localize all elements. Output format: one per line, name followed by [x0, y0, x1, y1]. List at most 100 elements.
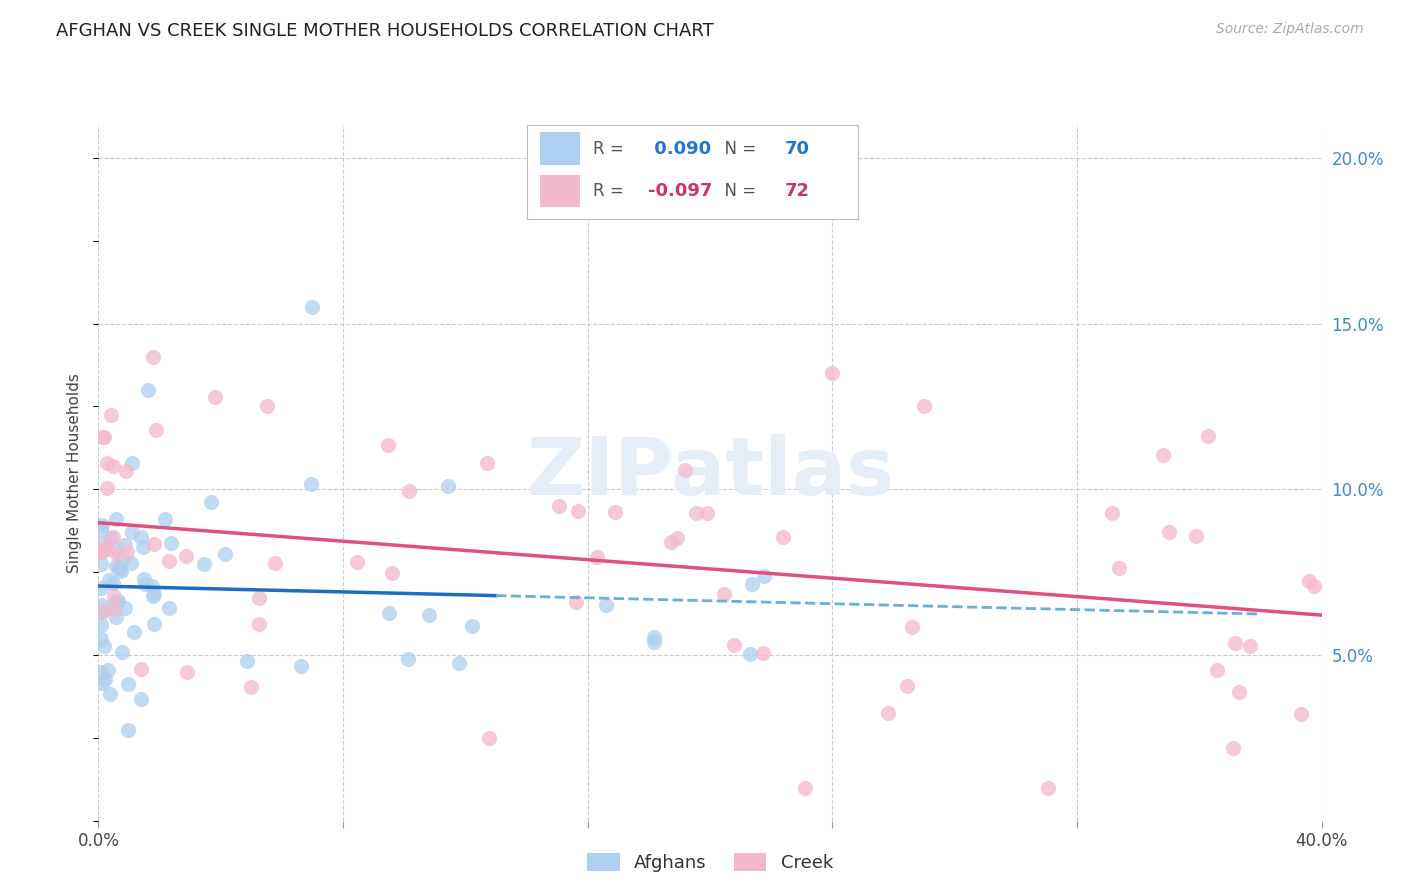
- Point: [143, 617, 166, 632]
- Point: [90, 598, 112, 612]
- Point: [142, 536, 165, 550]
- Point: [90, 618, 112, 632]
- Point: [346, 556, 368, 570]
- Point: [91, 542, 114, 557]
- Point: [1206, 663, 1229, 677]
- Point: [96, 481, 118, 495]
- Point: [1298, 574, 1320, 588]
- Point: [108, 561, 131, 575]
- Point: [741, 577, 763, 591]
- Point: [1222, 741, 1244, 756]
- Point: [256, 400, 278, 414]
- Point: [94, 673, 117, 687]
- Point: [713, 587, 735, 601]
- Text: ZIPatlas: ZIPatlas: [526, 434, 894, 512]
- Point: [103, 601, 125, 615]
- Point: [418, 608, 440, 623]
- Point: [896, 679, 918, 693]
- Text: 72: 72: [785, 182, 810, 200]
- Point: [643, 634, 665, 648]
- Point: [142, 350, 165, 364]
- Point: [134, 577, 156, 591]
- Point: [105, 547, 128, 561]
- Point: [1038, 780, 1060, 795]
- Point: [121, 524, 143, 539]
- Point: [101, 530, 124, 544]
- Point: [101, 597, 124, 611]
- Point: [90, 522, 112, 536]
- Point: [193, 557, 215, 571]
- Point: [131, 530, 153, 544]
- Point: [93, 429, 115, 443]
- Point: [461, 619, 484, 633]
- Point: [821, 367, 844, 381]
- Point: [110, 564, 132, 578]
- Point: [567, 504, 589, 518]
- Point: [673, 463, 696, 477]
- Point: [105, 541, 128, 556]
- Point: [447, 657, 470, 671]
- Point: [90, 536, 112, 550]
- Point: [1152, 449, 1174, 463]
- Point: [98, 687, 121, 701]
- Point: [160, 535, 183, 549]
- Point: [1239, 639, 1261, 653]
- Point: [141, 579, 163, 593]
- Point: [90, 543, 112, 558]
- Point: [901, 620, 924, 634]
- Text: N =: N =: [714, 182, 761, 200]
- Point: [685, 506, 707, 520]
- Point: [97, 542, 120, 557]
- Point: [110, 645, 132, 659]
- Point: [547, 499, 569, 513]
- Text: -0.097: -0.097: [648, 182, 713, 200]
- Point: [595, 599, 617, 613]
- Point: [603, 505, 626, 519]
- Point: [90, 545, 112, 559]
- Point: [174, 549, 197, 564]
- Point: [751, 646, 773, 660]
- Point: [91, 518, 114, 533]
- Point: [105, 593, 128, 607]
- Bar: [540, 175, 581, 207]
- Point: [912, 400, 935, 414]
- Point: [1227, 685, 1250, 699]
- Point: [103, 576, 125, 591]
- Point: [378, 607, 401, 621]
- Point: [1197, 429, 1219, 443]
- Point: [91, 604, 114, 618]
- Point: [132, 572, 155, 586]
- Point: [93, 639, 115, 653]
- Point: [398, 483, 420, 498]
- Bar: [540, 132, 581, 165]
- Text: N =: N =: [714, 140, 761, 158]
- Point: [214, 547, 236, 561]
- Point: [565, 595, 588, 609]
- Point: [478, 731, 501, 746]
- Point: [145, 423, 167, 437]
- Point: [176, 665, 198, 679]
- Point: [1108, 561, 1130, 575]
- Text: 70: 70: [785, 140, 810, 158]
- Point: [1225, 636, 1247, 650]
- Point: [665, 531, 688, 545]
- Point: [90, 632, 112, 646]
- Point: [249, 591, 271, 605]
- Point: [103, 589, 125, 603]
- Point: [90, 582, 112, 596]
- Point: [696, 506, 718, 520]
- Point: [794, 780, 817, 795]
- Point: [91, 675, 114, 690]
- Point: [1302, 578, 1324, 592]
- Point: [117, 545, 139, 559]
- Point: [1159, 525, 1181, 540]
- Point: [1185, 529, 1208, 543]
- Point: [111, 551, 134, 566]
- Point: [772, 530, 794, 544]
- Point: [247, 616, 270, 631]
- Point: [114, 601, 136, 615]
- Point: [117, 723, 139, 737]
- Point: [585, 550, 607, 565]
- Point: [90, 557, 112, 571]
- Point: [122, 625, 145, 640]
